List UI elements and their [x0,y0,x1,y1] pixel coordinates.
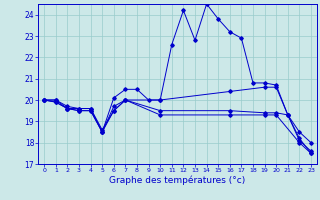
X-axis label: Graphe des températures (°c): Graphe des températures (°c) [109,176,246,185]
